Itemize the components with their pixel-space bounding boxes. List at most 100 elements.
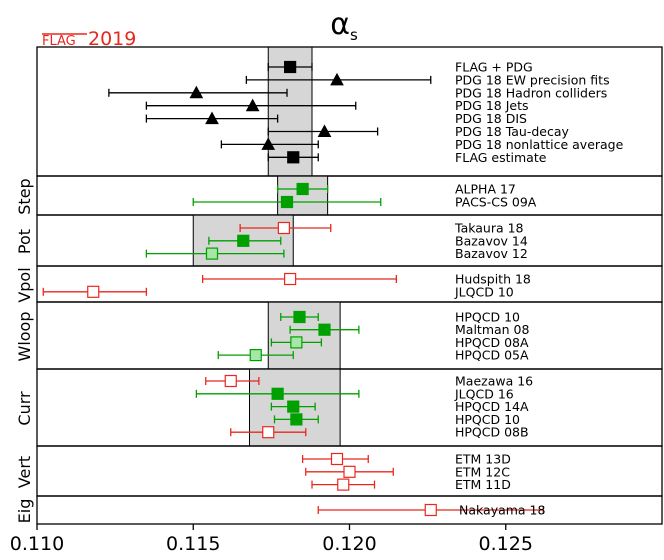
triangle-marker	[317, 124, 332, 137]
point-label: Bazavov 14	[455, 233, 528, 248]
triangle-marker	[205, 111, 219, 125]
data-point: Bazavov 14	[208, 233, 528, 248]
data-point: ALPHA 17	[276, 182, 516, 197]
point-label: HPQCD 05A	[455, 348, 529, 363]
x-axis: 0.110 0.115 0.120 0.125	[10, 524, 533, 555]
triangle-marker	[261, 137, 276, 150]
data-point: Maltman 08	[289, 322, 530, 337]
chart-title: αs	[330, 7, 358, 44]
data-point: PDG 18 DIS	[145, 111, 527, 126]
panel-eig: Eig Nakayama 18	[15, 495, 663, 525]
data-point: PDG 18 Jets	[145, 98, 529, 113]
point-label: PACS-CS 09A	[455, 195, 537, 210]
square-marker	[290, 413, 303, 426]
square-marker	[287, 151, 300, 164]
square-marker	[280, 195, 294, 209]
point-label: HPQCD 14A	[455, 399, 529, 414]
data-point: ETM 12C	[305, 464, 510, 479]
x-tick-label: 0.110	[10, 533, 64, 555]
chart-title-subscript: s	[350, 26, 358, 44]
triangle-marker	[189, 85, 204, 99]
data-point: HPQCD 08B	[230, 425, 529, 440]
data-point: PDG 18 nonlattice average	[220, 137, 624, 152]
point-label: Hudspith 18	[455, 272, 531, 287]
data-point: ETM 13D	[301, 452, 511, 467]
panel-frame	[36, 214, 663, 267]
point-label: Takaura 18	[454, 221, 524, 236]
data-point: HPQCD 14A	[270, 399, 529, 414]
data-point: HPQCD 10	[273, 412, 520, 427]
square-marker	[284, 60, 297, 74]
point-label: ETM 12C	[455, 464, 510, 479]
x-tick-label: 0.120	[322, 533, 376, 555]
square-marker	[330, 452, 344, 466]
point-label: PDG 18 Hadron colliders	[455, 85, 607, 100]
data-point: Takaura 18	[239, 221, 524, 236]
square-marker	[277, 221, 290, 235]
point-label: ETM 13D	[455, 452, 511, 467]
point-label: ETM 11D	[455, 477, 511, 492]
point-label: PDG 18 EW precision fits	[455, 72, 610, 87]
point-label: Maezawa 16	[455, 374, 533, 389]
square-marker	[296, 182, 309, 196]
panel-label: Pot	[15, 229, 34, 254]
square-marker	[287, 400, 300, 413]
panel-frame	[36, 368, 663, 447]
point-label: JLQCD 10	[454, 284, 514, 299]
data-point: HPQCD 10	[280, 310, 520, 325]
point-label: PDG 18 Tau-decay	[455, 124, 570, 139]
data-point: JLQCD 10	[42, 284, 514, 299]
square-marker	[262, 426, 275, 439]
point-label: HPQCD 08A	[455, 335, 529, 350]
data-point: PDG 18 Tau-decay	[267, 124, 570, 139]
square-marker	[284, 272, 297, 286]
panel-label: Step	[15, 178, 34, 214]
square-marker	[293, 310, 306, 324]
point-label: FLAG + PDG	[455, 60, 533, 75]
square-marker	[205, 247, 219, 260]
panel-frame	[36, 301, 663, 370]
point-label: PDG 18 Jets	[455, 98, 529, 113]
data-point: FLAG + PDG	[267, 60, 533, 75]
panel-label: Wloop	[15, 312, 34, 362]
data-point: ETM 11D	[311, 477, 511, 492]
panel-label: Eig	[15, 499, 34, 524]
point-label: HPQCD 08B	[455, 425, 529, 440]
triangle-marker	[330, 72, 344, 86]
panel-frame	[36, 46, 663, 177]
square-marker	[237, 234, 250, 247]
square-marker	[337, 478, 350, 491]
flag-label: FLAG	[42, 34, 76, 49]
panel-label: Vert	[15, 456, 34, 488]
data-point: FLAG estimate	[267, 150, 547, 165]
square-marker	[224, 374, 237, 388]
point-label: HPQCD 10	[455, 310, 520, 325]
square-marker	[271, 387, 284, 400]
point-label: Maltman 08	[455, 322, 530, 337]
panel-frame	[36, 265, 663, 303]
square-marker	[343, 465, 356, 478]
data-point: HPQCD 05A	[217, 348, 529, 363]
data-point: PDG 18 Hadron colliders	[108, 85, 607, 100]
average-band	[277, 175, 329, 216]
data-point: Bazavov 12	[145, 246, 528, 261]
data-point: PACS-CS 09A	[192, 195, 537, 210]
point-label: PDG 18 nonlattice average	[455, 137, 624, 152]
x-tick-label: 0.115	[166, 533, 220, 555]
data-point: JLQCD 16	[195, 386, 514, 401]
point-label: HPQCD 10	[455, 412, 520, 427]
panel-frame	[36, 175, 663, 216]
data-point: Maezawa 16	[205, 374, 533, 389]
data-point: Hudspith 18	[201, 272, 531, 287]
square-marker	[424, 503, 437, 517]
point-label: ALPHA 17	[455, 182, 516, 197]
data-point: Nakayama 18	[317, 503, 546, 518]
point-label: JLQCD 16	[454, 386, 514, 401]
